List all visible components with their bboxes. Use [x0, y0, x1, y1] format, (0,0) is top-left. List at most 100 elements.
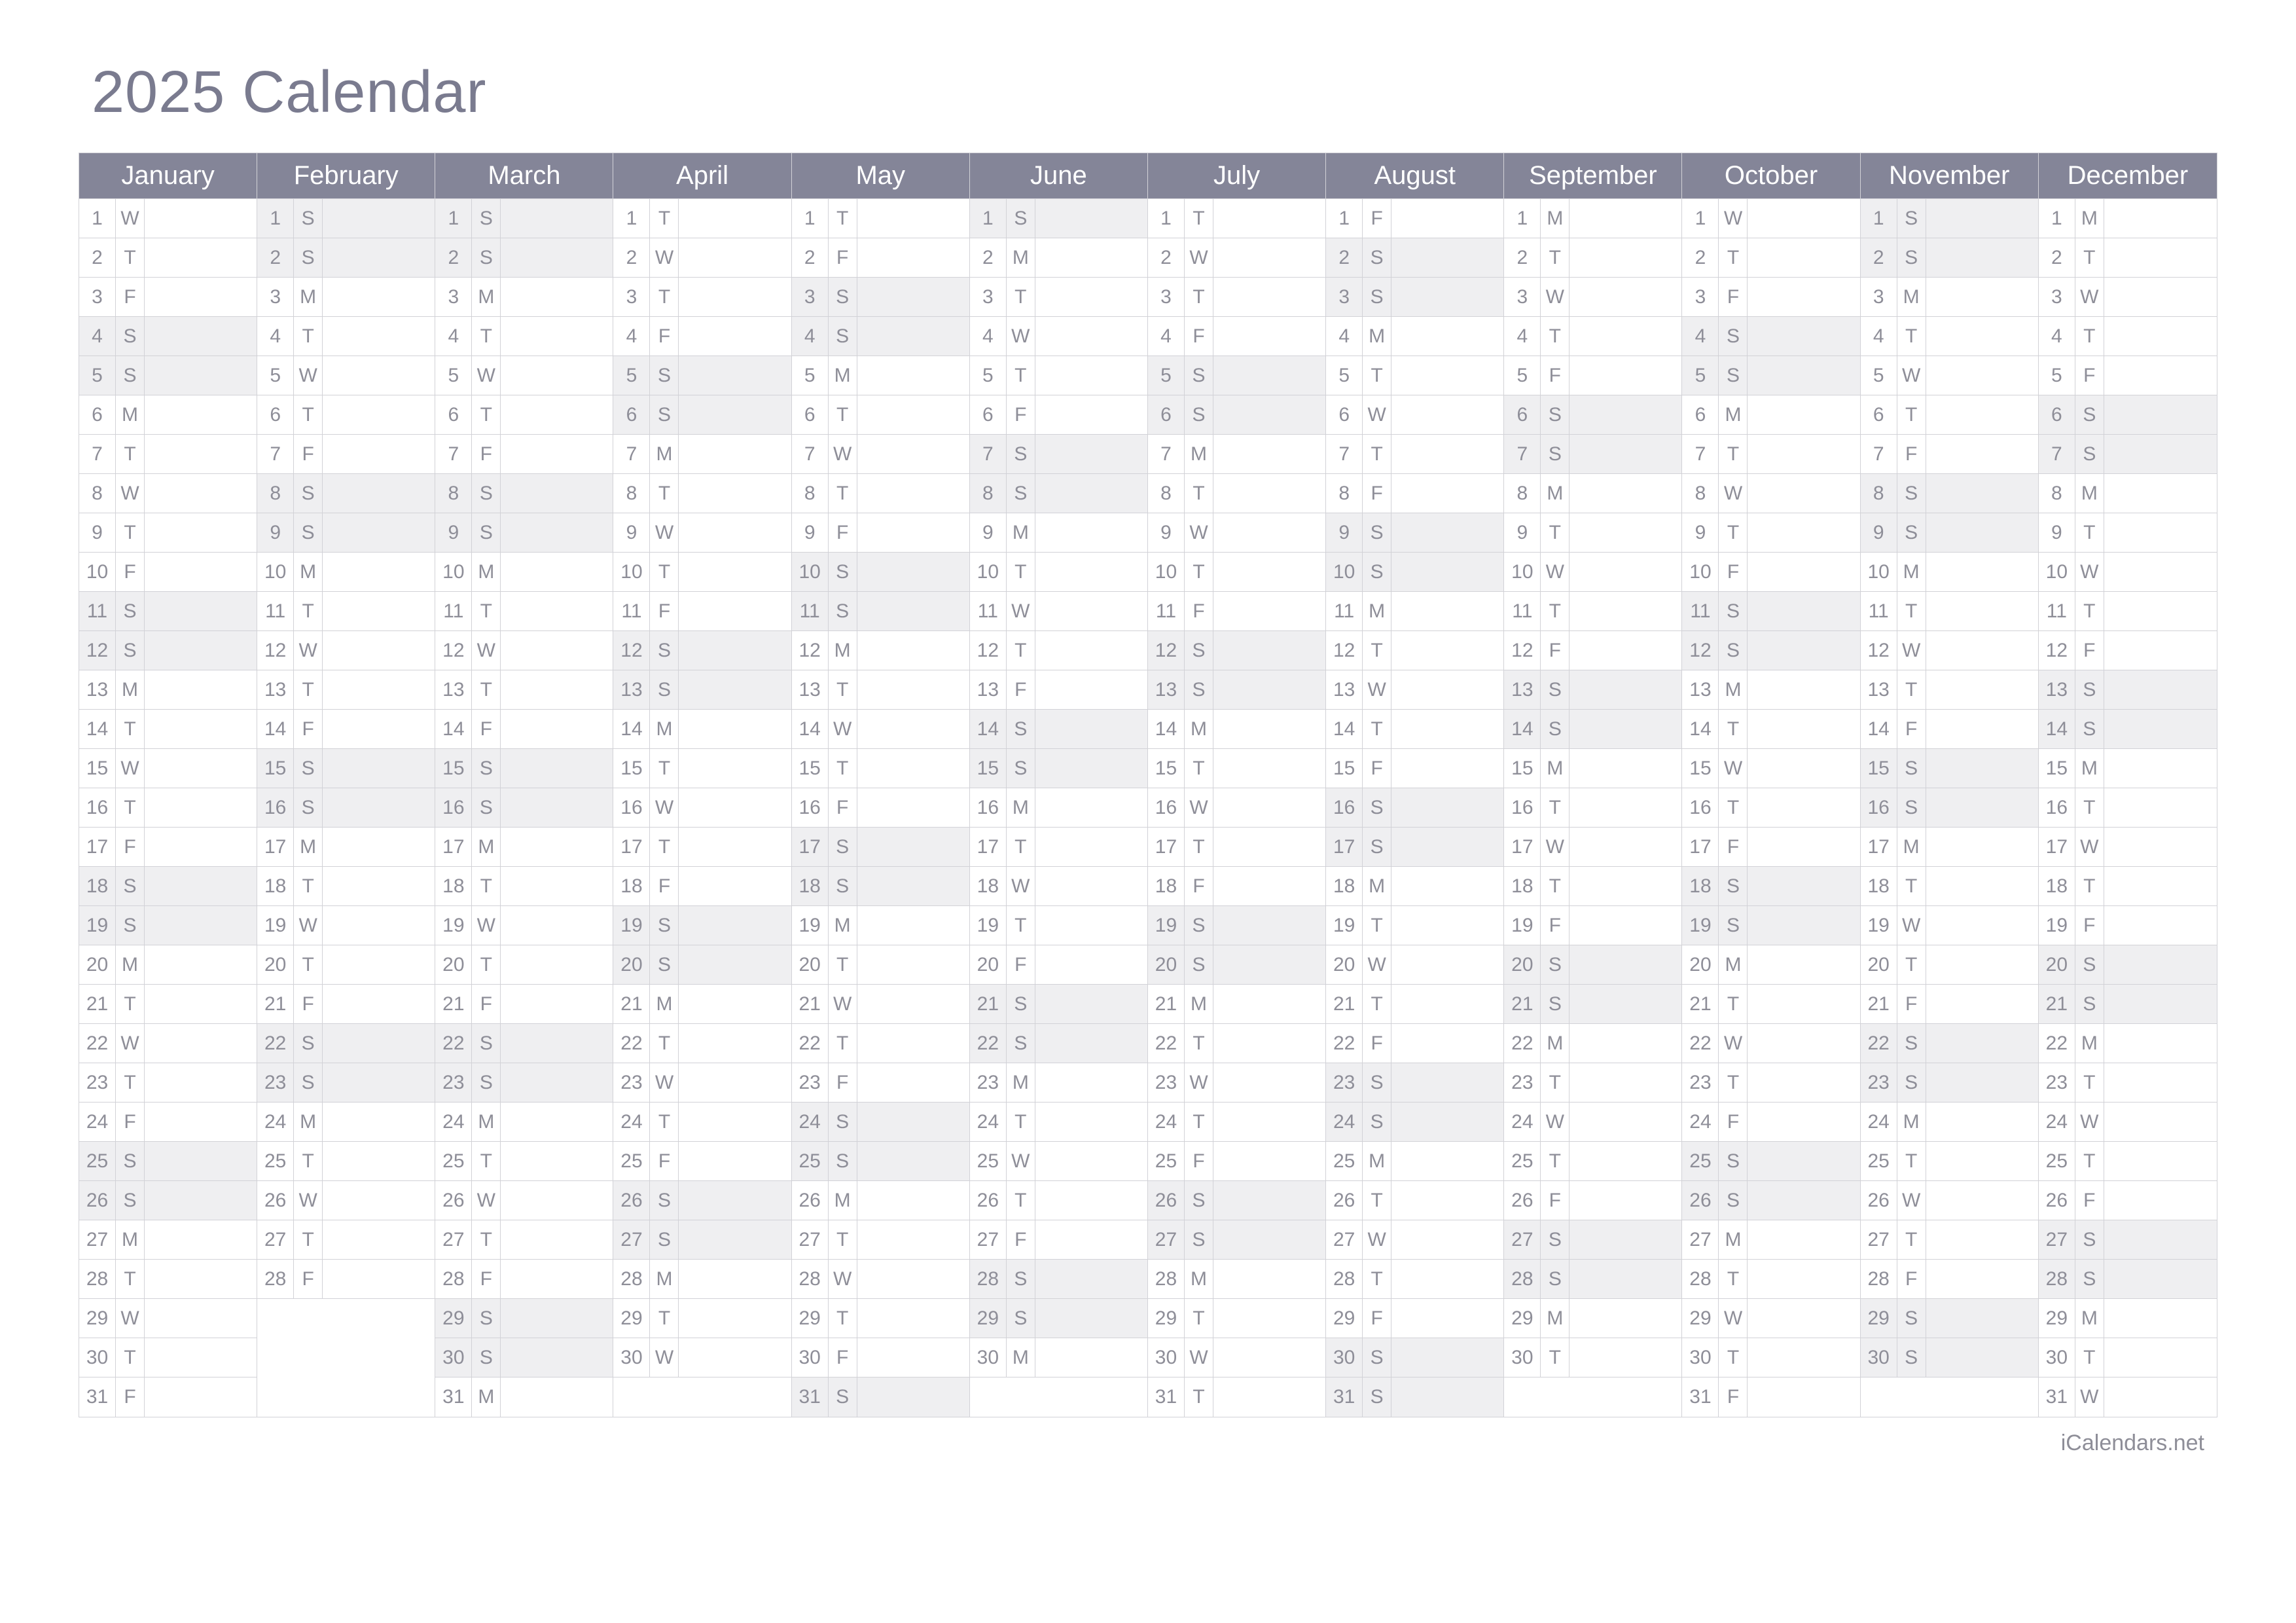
month-days: 1T2W3T4F5S6S7M8T9W10T11F12S13S14M15T16W1…: [613, 199, 791, 1417]
day-number: 4: [2039, 317, 2075, 356]
day-note: [1926, 474, 2038, 513]
day-note: [145, 278, 257, 316]
day-note: [679, 474, 791, 513]
day-number: 5: [1682, 356, 1719, 395]
day-note: [1213, 828, 1325, 866]
day-row: 15W: [1682, 749, 1859, 788]
day-weekday: T: [650, 749, 679, 788]
day-number: 28: [613, 1260, 650, 1298]
day-weekday: S: [2075, 985, 2104, 1023]
day-number: 21: [2039, 985, 2075, 1023]
day-note: [145, 1181, 257, 1220]
day-weekday: M: [472, 553, 501, 591]
day-number: 25: [970, 1142, 1007, 1180]
day-row: 21M: [1148, 985, 1325, 1024]
day-weekday: S: [829, 1103, 857, 1141]
day-number: 27: [970, 1220, 1007, 1259]
day-note: [1213, 788, 1325, 827]
day-row: 24F: [1682, 1103, 1859, 1142]
day-note: [1926, 356, 2038, 395]
day-weekday: W: [294, 356, 323, 395]
day-number: 26: [79, 1181, 116, 1220]
day-note: [2104, 592, 2217, 630]
day-note: [323, 867, 435, 905]
day-number: 19: [1326, 906, 1363, 945]
day-weekday: T: [1719, 513, 1748, 552]
day-number: 6: [1326, 395, 1363, 434]
day-row: 16S: [435, 788, 613, 828]
day-row: 3F: [1682, 278, 1859, 317]
day-weekday: M: [472, 278, 501, 316]
day-weekday: T: [1007, 631, 1035, 670]
day-row: 12W: [1861, 631, 2038, 670]
day-weekday: W: [472, 906, 501, 945]
day-weekday: M: [1897, 553, 1926, 591]
day-weekday: S: [116, 1181, 145, 1220]
day-row: 19T: [1326, 906, 1503, 945]
day-weekday: S: [1541, 395, 1570, 434]
day-weekday: W: [1719, 749, 1748, 788]
day-number: 12: [613, 631, 650, 670]
day-row: 10S: [792, 553, 969, 592]
day-weekday: M: [294, 553, 323, 591]
day-number: 25: [1326, 1142, 1363, 1180]
day-number: 2: [257, 238, 294, 277]
day-row: 8S: [970, 474, 1147, 513]
day-row: 27T: [792, 1220, 969, 1260]
month-column: March1S2S3M4T5W6T7F8S9S10M11T12W13T14F15…: [435, 153, 613, 1417]
month-header: May: [792, 153, 969, 199]
day-number: 8: [613, 474, 650, 513]
day-note: [1035, 1063, 1147, 1102]
day-row: 16M: [970, 788, 1147, 828]
day-note: [2104, 474, 2217, 513]
day-number: 12: [970, 631, 1007, 670]
day-row: 22M: [2039, 1024, 2217, 1063]
day-row: 8S: [1861, 474, 2038, 513]
day-row: 5S: [1682, 356, 1859, 395]
day-row: 18S: [792, 867, 969, 906]
day-row: 11T: [435, 592, 613, 631]
day-weekday: T: [1185, 474, 1213, 513]
day-weekday: T: [650, 278, 679, 316]
day-weekday: S: [1541, 435, 1570, 473]
day-number: 30: [1504, 1338, 1541, 1377]
day-number: 12: [1682, 631, 1719, 670]
day-row: 23T: [1504, 1063, 1681, 1103]
day-row: 9T: [1682, 513, 1859, 553]
day-note: [1213, 710, 1325, 748]
day-row: 6S: [1504, 395, 1681, 435]
month-column: February1S2S3M4T5W6T7F8S9S10M11T12W13T14…: [257, 153, 435, 1417]
day-note: [857, 1220, 969, 1259]
day-number: 16: [1326, 788, 1363, 827]
day-row: 8M: [1504, 474, 1681, 513]
day-row: 15F: [1326, 749, 1503, 788]
day-number: 14: [435, 710, 472, 748]
day-row: 23W: [1148, 1063, 1325, 1103]
day-weekday: W: [294, 1181, 323, 1220]
day-weekday: T: [1541, 317, 1570, 356]
day-number: 18: [1682, 867, 1719, 905]
day-row: 31F: [1682, 1377, 1859, 1417]
day-weekday: M: [116, 1220, 145, 1259]
day-row: 27M: [79, 1220, 257, 1260]
day-row: 30M: [970, 1338, 1147, 1377]
day-number: 4: [1148, 317, 1185, 356]
day-number: 3: [970, 278, 1007, 316]
day-note: [857, 670, 969, 709]
day-number: 6: [792, 395, 829, 434]
day-weekday: W: [1363, 670, 1391, 709]
day-number: 6: [2039, 395, 2075, 434]
day-row: 19T: [970, 906, 1147, 945]
day-note: [1748, 1338, 1859, 1377]
day-weekday: T: [1185, 553, 1213, 591]
day-note: [323, 631, 435, 670]
day-note: [857, 749, 969, 788]
day-row: 25M: [1326, 1142, 1503, 1181]
day-number: 14: [2039, 710, 2075, 748]
day-row: 29F: [1326, 1299, 1503, 1338]
day-weekday: F: [1185, 317, 1213, 356]
day-row: 5T: [970, 356, 1147, 395]
day-number: 2: [79, 238, 116, 277]
day-note: [1748, 1181, 1859, 1220]
day-row: 11T: [257, 592, 435, 631]
